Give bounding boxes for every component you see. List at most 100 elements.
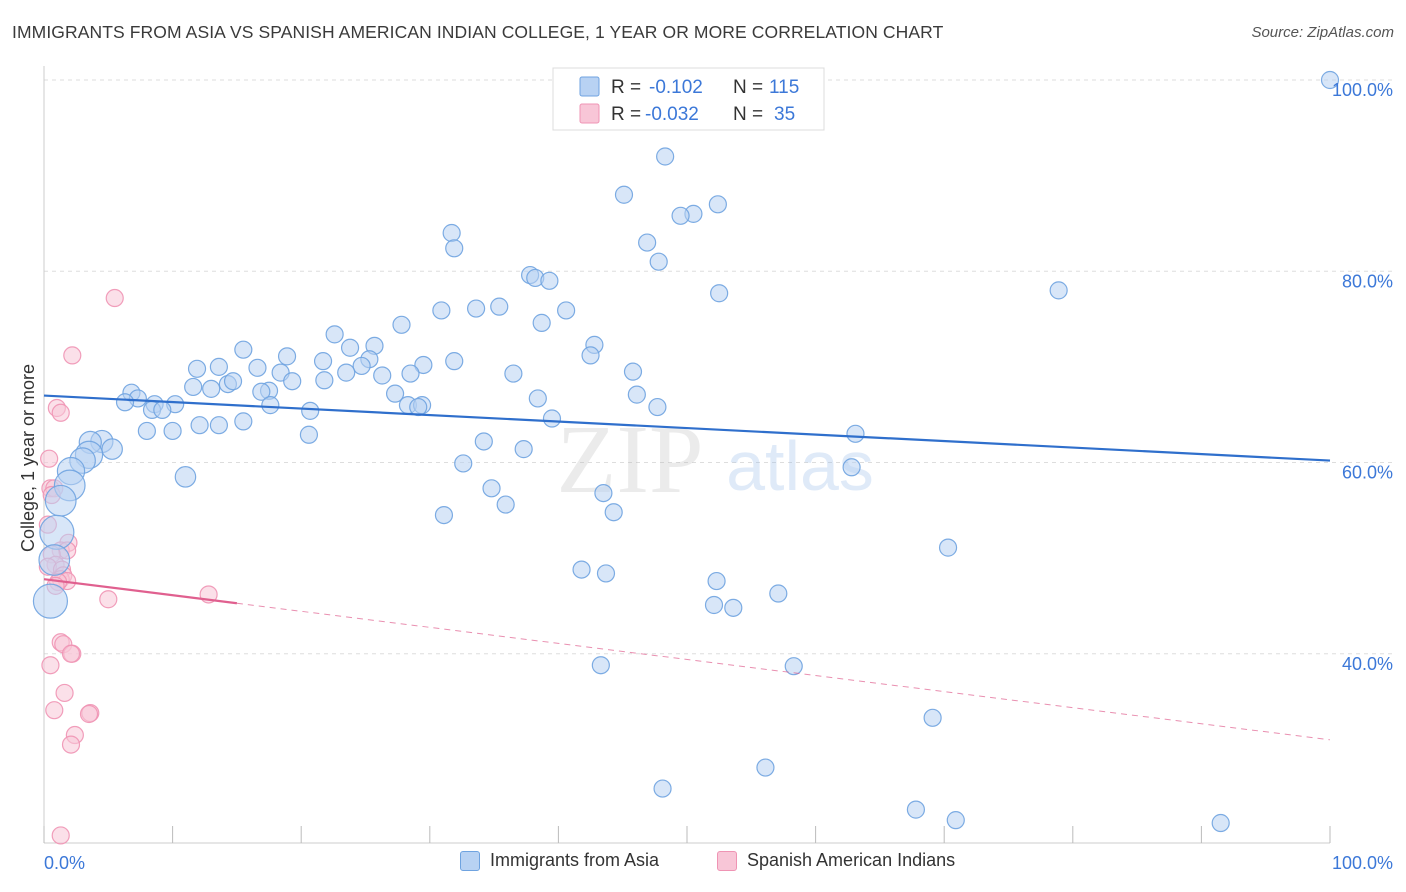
immigrants-from-asia-point <box>209 357 228 376</box>
immigrants-from-asia-point <box>604 503 623 522</box>
y-tick-label: 100.0% <box>1332 80 1393 100</box>
legend-r-value-2: -0.032 <box>645 104 699 125</box>
immigrants-from-asia-point <box>532 313 551 332</box>
immigrants-from-asia-point <box>414 355 433 375</box>
immigrants-from-asia-point <box>1049 281 1068 300</box>
tick-labels: 40.0% 60.0% 80.0% 100.0% 0.0% 100.0% <box>44 80 1393 873</box>
immigrants-from-asia-point <box>842 458 861 477</box>
spanish-american-indians-point <box>99 590 118 609</box>
legend-r-label-1: R = <box>611 77 641 98</box>
immigrants-from-asia-point <box>301 401 320 420</box>
immigrants-from-asia-point <box>32 583 69 619</box>
immigrants-from-asia-point <box>769 584 788 603</box>
immigrants-from-asia-point <box>474 432 493 451</box>
legend-stats: R = -0.102 N = 115 R = -0.032 N = 35 <box>552 67 825 131</box>
immigrants-from-asia-point <box>39 514 75 550</box>
immigrants-from-asia-point <box>596 564 616 583</box>
immigrants-from-asia-point <box>671 206 690 225</box>
y-tick-label: 80.0% <box>1342 271 1393 291</box>
immigrants-from-asia-point <box>174 466 197 488</box>
spanish-american-indians-trend-extension <box>236 602 1331 741</box>
immigrants-from-asia-points <box>32 70 1340 833</box>
immigrants-from-asia-point <box>115 393 135 412</box>
immigrants-from-asia-point <box>38 544 71 576</box>
immigrants-from-asia-point <box>710 284 729 303</box>
immigrants-from-asia-point <box>44 484 77 517</box>
legend-item-asia[interactable]: Immigrants from Asia <box>460 850 659 871</box>
immigrants-from-asia-point <box>315 371 334 390</box>
immigrants-from-asia-point <box>1211 813 1230 833</box>
legend-label-spanish-american-indians: Spanish American Indians <box>747 850 956 870</box>
immigrants-from-asia-point <box>337 363 356 382</box>
immigrants-from-asia-point <box>649 252 668 271</box>
immigrants-from-asia-point <box>504 364 523 383</box>
immigrants-from-asia-point <box>581 346 600 365</box>
y-tick-label: 40.0% <box>1342 654 1393 674</box>
immigrants-from-asia-point <box>445 352 464 371</box>
spanish-american-indians-point <box>40 449 59 468</box>
immigrants-from-asia-point <box>432 301 451 320</box>
immigrants-from-asia-point <box>202 379 221 398</box>
x-tick-label-left: 0.0% <box>44 853 85 873</box>
immigrants-from-asia-point <box>906 800 926 819</box>
spanish-american-indians-point <box>51 826 70 845</box>
immigrants-from-asia-point <box>540 271 559 290</box>
immigrants-from-asia-point <box>248 358 267 377</box>
immigrants-from-asia-point <box>614 185 634 204</box>
immigrants-from-asia-point <box>623 362 643 381</box>
immigrants-from-asia-point <box>756 758 775 777</box>
immigrants-from-asia-point <box>445 239 464 258</box>
immigrants-from-asia-point <box>638 233 657 252</box>
legend-swatch-asia <box>460 850 480 871</box>
immigrants-from-asia-point <box>938 538 958 557</box>
immigrants-from-asia-point <box>277 347 297 366</box>
immigrants-from-asia-point <box>653 779 672 798</box>
trend-lines <box>43 394 1331 741</box>
immigrants-from-asia-point <box>163 421 182 441</box>
spanish-american-indians-point <box>61 644 81 663</box>
immigrants-from-asia-point <box>283 372 302 391</box>
immigrants-from-asia-point <box>946 811 965 830</box>
x-tick-label-right: 100.0% <box>1332 853 1393 873</box>
immigrants-from-asia-point <box>572 560 591 579</box>
immigrants-from-asia-point <box>373 366 392 385</box>
immigrants-from-asia-point <box>101 438 123 460</box>
spanish-american-indians-point <box>61 735 81 754</box>
watermark-zip: ZIP <box>557 406 704 514</box>
spanish-american-indians-point <box>45 701 64 720</box>
legend-swatch-spanish-american-indians <box>717 850 737 871</box>
immigrants-from-asia-point <box>707 571 726 591</box>
immigrants-from-asia-point <box>466 299 486 318</box>
immigrants-from-asia-point <box>594 484 613 503</box>
immigrants-from-asia-point <box>184 377 203 397</box>
grid-lines <box>44 79 1393 655</box>
legend-r-value-1: -0.102 <box>649 77 703 98</box>
immigrants-from-asia-point <box>454 454 473 473</box>
immigrants-from-asia-point <box>190 416 209 435</box>
immigrants-from-asia-point <box>704 595 724 615</box>
immigrants-from-asia-point <box>542 409 562 428</box>
immigrants-from-asia-point <box>299 425 319 444</box>
legend-label-asia: Immigrants from Asia <box>490 850 660 870</box>
legend-n-value-1: 115 <box>769 77 799 98</box>
spanish-american-indians-point <box>41 656 60 675</box>
immigrants-from-asia-point <box>591 656 610 675</box>
spanish-american-indians-point <box>55 683 74 703</box>
immigrants-from-asia-point <box>528 389 547 408</box>
spanish-american-indians-point <box>63 346 82 365</box>
spanish-american-indians-trend-line <box>43 578 238 605</box>
immigrants-from-asia-point <box>209 416 228 435</box>
immigrants-from-asia-point <box>325 325 344 344</box>
immigrants-from-asia-point <box>784 657 803 676</box>
legend-r-label-2: R = <box>611 104 641 125</box>
legend-item-spanish-american-indians[interactable]: Spanish American Indians <box>717 850 955 871</box>
immigrants-from-asia-point <box>627 385 646 404</box>
immigrants-from-asia-point <box>923 708 942 727</box>
immigrants-from-asia-point <box>234 412 253 431</box>
immigrants-from-asia-point <box>187 359 207 378</box>
immigrants-from-asia-point <box>252 382 271 401</box>
immigrants-from-asia-point <box>648 397 667 417</box>
y-tick-label: 60.0% <box>1342 463 1393 483</box>
source-label: Source: ZipAtlas.com <box>1251 24 1394 41</box>
